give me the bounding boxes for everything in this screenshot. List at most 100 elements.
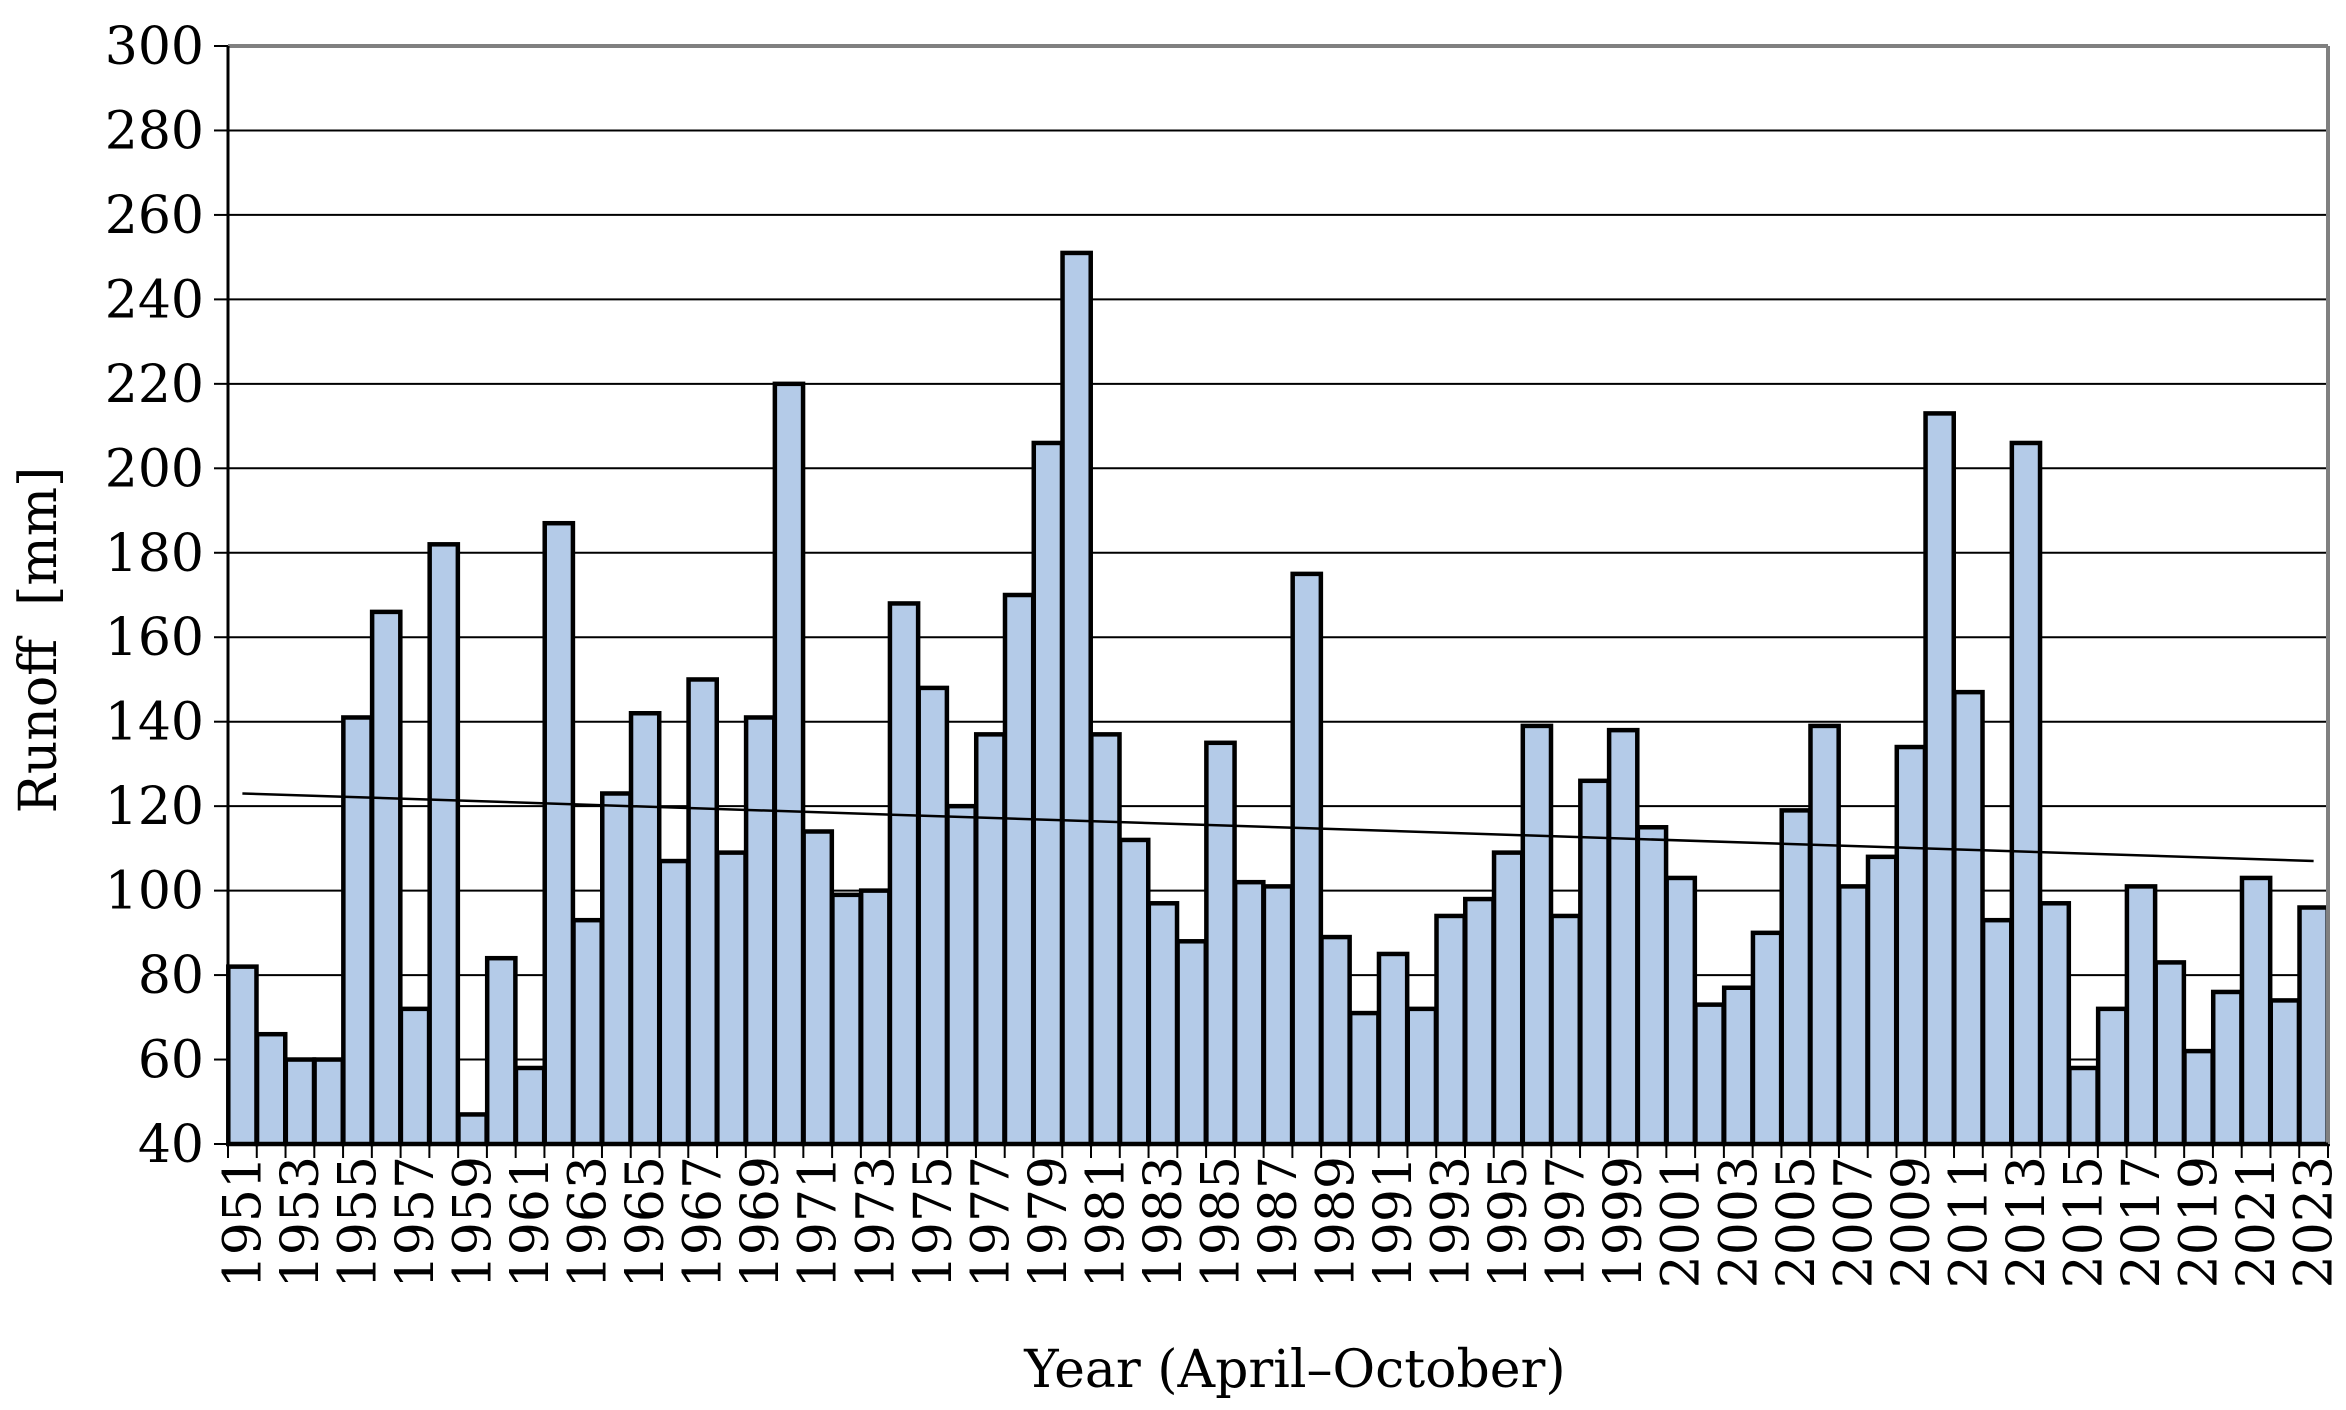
y-tick-label: 180	[105, 524, 204, 584]
bar-1992	[1405, 1006, 1439, 1147]
bar-2017	[2124, 884, 2158, 1147]
bar-1969	[743, 715, 777, 1147]
axes	[214, 44, 2330, 1158]
x-tick-label: 2013	[1997, 1156, 2057, 1288]
x-tick-label: 1951	[213, 1156, 273, 1288]
bar-2008	[1865, 854, 1899, 1147]
bar-2016	[2095, 1006, 2129, 1147]
y-tick-label: 280	[105, 101, 204, 161]
bars	[226, 250, 2330, 1147]
bar-1963	[571, 917, 604, 1147]
bar-2018	[2153, 960, 2187, 1147]
x-tick-label: 1993	[1422, 1156, 1482, 1288]
x-tick-label: 1979	[1019, 1156, 1079, 1288]
bar-1967	[686, 677, 720, 1147]
bar-1985	[1204, 740, 1237, 1147]
x-tick-label: 1987	[1249, 1156, 1309, 1288]
bar-2014	[2038, 901, 2072, 1147]
bar-1955	[341, 715, 374, 1147]
x-tick-label: 1991	[1364, 1156, 1424, 1288]
bar-1977	[973, 732, 1007, 1147]
bar-2015	[2067, 1065, 2100, 1147]
x-tick-label: 1957	[386, 1156, 446, 1288]
bar-1954	[312, 1057, 346, 1147]
y-tick-label: 80	[138, 946, 204, 1006]
y-tick-label: 160	[105, 608, 204, 668]
trendline	[242, 792, 2314, 863]
bar-1988	[1290, 571, 1324, 1147]
bar-2001	[1664, 875, 1698, 1147]
bar-2011	[1952, 689, 1985, 1147]
bar-1970	[772, 381, 806, 1147]
y-tick-labels: 40 60 80 100 120 140 160 180 200 220 240 260 280 300	[105, 17, 204, 1175]
x-tick-label: 2017	[2112, 1156, 2172, 1288]
bar-1966	[657, 858, 691, 1147]
trendline-layer	[242, 792, 2314, 863]
x-tick-label: 1995	[1479, 1156, 1539, 1288]
x-tick-label: 1983	[1134, 1156, 1194, 1288]
bar-1978	[1002, 592, 1036, 1147]
bar-1975	[916, 685, 950, 1147]
bar-2003	[1721, 985, 1755, 1147]
x-tick-label: 1961	[501, 1156, 561, 1288]
x-tick-label: 2015	[2054, 1156, 2114, 1288]
bar-1973	[858, 888, 892, 1147]
bar-1990	[1347, 1010, 1381, 1147]
bar-1959	[456, 1112, 489, 1147]
x-tick-label: 1997	[1537, 1156, 1597, 1288]
x-tick-label: 2005	[1767, 1156, 1827, 1288]
bar-1958	[427, 542, 461, 1147]
bar-1956	[369, 609, 403, 1147]
x-axis-title: Year (April–October)	[1023, 1340, 1565, 1400]
y-tick-label: 60	[138, 1031, 204, 1091]
x-tick-label: 2001	[1652, 1156, 1712, 1288]
bar-1983	[1146, 901, 1180, 1147]
y-tick-label: 100	[105, 862, 204, 922]
bar-1994	[1463, 896, 1496, 1147]
y-axis-title: Runoff [mm]	[9, 467, 69, 814]
x-tick-label: 2019	[2170, 1156, 2230, 1288]
bar-1997	[1549, 913, 1583, 1147]
x-tick-label: 2021	[2227, 1156, 2287, 1288]
y-tick-label: 140	[105, 693, 204, 753]
bar-2019	[2182, 1048, 2215, 1147]
y-tick-label: 120	[105, 777, 204, 837]
bar-1999	[1606, 727, 1640, 1147]
y-tick-label: 240	[105, 270, 204, 330]
bar-1982	[1117, 837, 1151, 1147]
bar-2009	[1894, 744, 1928, 1147]
bar-1971	[801, 829, 835, 1147]
bar-1981	[1089, 732, 1122, 1147]
bar-2006	[1808, 723, 1841, 1147]
bar-1964	[600, 791, 633, 1147]
bar-2013	[2009, 440, 2043, 1147]
bar-2002	[1693, 1002, 1726, 1147]
x-tick-label: 2011	[1939, 1156, 1999, 1288]
bar-1995	[1491, 850, 1525, 1147]
bar-1972	[830, 892, 863, 1147]
x-tick-label: 2007	[1824, 1156, 1884, 1288]
x-tick-label: 1953	[271, 1156, 331, 1288]
x-tick-label: 1971	[789, 1156, 849, 1288]
bar-1957	[398, 1006, 432, 1147]
x-tick-label: 2023	[2285, 1156, 2345, 1288]
bar-1960	[484, 955, 518, 1147]
x-tick-label: 1989	[1307, 1156, 1367, 1288]
bar-1993	[1434, 913, 1467, 1147]
x-tick-label: 1975	[904, 1156, 964, 1288]
y-tick-label: 200	[105, 439, 204, 499]
x-tick-label: 1955	[328, 1156, 388, 1288]
bar-1979	[1031, 440, 1065, 1147]
bar-1974	[887, 601, 921, 1147]
x-tick-label: 1977	[961, 1156, 1021, 1288]
bar-2004	[1750, 930, 1784, 1147]
x-tick-label: 1969	[731, 1156, 791, 1288]
bar-2010	[1923, 411, 1956, 1147]
x-tick-label: 1959	[444, 1156, 504, 1288]
bar-1961	[513, 1065, 547, 1147]
y-tick-label: 40	[138, 1115, 204, 1175]
bar-2020	[2210, 989, 2244, 1147]
bar-2021	[2239, 875, 2273, 1147]
